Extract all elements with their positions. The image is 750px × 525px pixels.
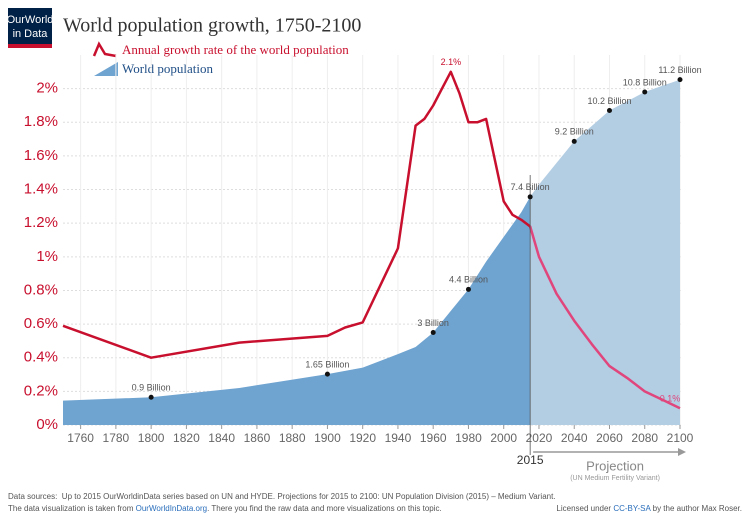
x-tick-label: 1860 — [244, 431, 271, 445]
population-point — [465, 286, 471, 292]
x-tick-label: 1920 — [349, 431, 376, 445]
x-tick-label: 2040 — [561, 431, 588, 445]
population-label: 7.4 Billion — [511, 182, 550, 192]
y-tick-label: 0.4% — [24, 349, 58, 366]
footer-link[interactable]: OurWorldInData.org — [136, 504, 207, 513]
legend-swatch — [92, 41, 117, 58]
y-tick-label: 0.2% — [24, 382, 58, 399]
footer-license: Licensed under CC-BY-SA by the author Ma… — [556, 504, 742, 513]
legend-label: Annual growth rate of the world populati… — [122, 42, 349, 57]
chart-title: World population growth, 1750-2100 — [63, 15, 361, 37]
population-point — [527, 194, 533, 200]
projection-start: 2015 — [517, 453, 544, 467]
footer-link[interactable]: CC-BY-SA — [613, 504, 651, 513]
logo-text: OurWorld — [7, 14, 54, 26]
footer-text: The data visualization is taken from — [8, 504, 136, 513]
legend-swatch — [94, 62, 118, 76]
x-tick-label: 2080 — [631, 431, 658, 445]
x-tick-label: 1940 — [385, 431, 412, 445]
x-tick-label: 1840 — [208, 431, 235, 445]
x-tick-label: 2100 — [667, 431, 694, 445]
population-point — [324, 371, 330, 377]
x-tick-label: 1900 — [314, 431, 341, 445]
growth-label: 2.1% — [441, 57, 462, 67]
population-point — [642, 89, 648, 95]
y-tick-label: 1.2% — [24, 214, 58, 231]
logo-box — [8, 8, 52, 48]
logo-bar — [8, 44, 52, 48]
population-point — [606, 108, 612, 113]
y-tick-label: 1.4% — [24, 181, 58, 198]
footer-note: The data visualization is taken from Our… — [8, 504, 442, 513]
population-label: 9.2 Billion — [555, 127, 594, 137]
population-label: 10.2 Billion — [587, 96, 631, 106]
y-tick-label: 0% — [36, 416, 58, 433]
population-label: 10.8 Billion — [623, 77, 667, 87]
population-label: 0.9 Billion — [132, 383, 171, 393]
growth-label: 0.1% — [660, 394, 681, 404]
projection-note: (UN Medium Fertility Variant) — [570, 475, 660, 482]
logo-text: in Data — [13, 28, 49, 40]
x-tick-label: 1800 — [138, 431, 165, 445]
x-tick-label: 1880 — [279, 431, 306, 445]
projection-arrowhead — [678, 448, 686, 456]
population-label: 3 Billion — [417, 318, 449, 328]
x-tick-label: 1780 — [103, 431, 130, 445]
x-tick-label: 1760 — [67, 431, 94, 445]
x-tick-label: 1960 — [420, 431, 447, 445]
footer-text: . There you find the raw data and more v… — [207, 504, 442, 513]
footer-text: Licensed under — [556, 504, 613, 513]
y-tick-label: 1.6% — [24, 147, 58, 164]
x-tick-label: 2060 — [596, 431, 623, 445]
population-label: 4.4 Billion — [449, 275, 488, 285]
y-tick-label: 1% — [36, 248, 58, 265]
projection-label: Projection — [586, 458, 644, 473]
population-point — [571, 138, 577, 144]
x-tick-label: 1820 — [173, 431, 200, 445]
population-label: 1.65 Billion — [305, 360, 349, 370]
x-tick-label: 1980 — [455, 431, 482, 445]
population-area — [63, 79, 680, 425]
x-tick-label: 2020 — [526, 431, 553, 445]
growth-line — [62, 70, 681, 410]
legend-label: World population — [122, 61, 214, 76]
population-point — [148, 394, 154, 400]
footer-sources: Data sources: Up to 2015 OurWorldinData … — [8, 492, 556, 501]
y-tick-label: 0.8% — [24, 281, 58, 298]
population-point — [430, 330, 436, 335]
population-point — [677, 77, 683, 83]
y-tick-label: 2% — [36, 80, 58, 97]
y-tick-label: 0.6% — [24, 315, 58, 332]
population-label: 11.2 Billion — [658, 65, 701, 75]
x-tick-label: 2000 — [490, 431, 517, 445]
y-tick-label: 1.8% — [24, 113, 58, 130]
footer-text: by the author Max Roser. — [650, 504, 742, 513]
